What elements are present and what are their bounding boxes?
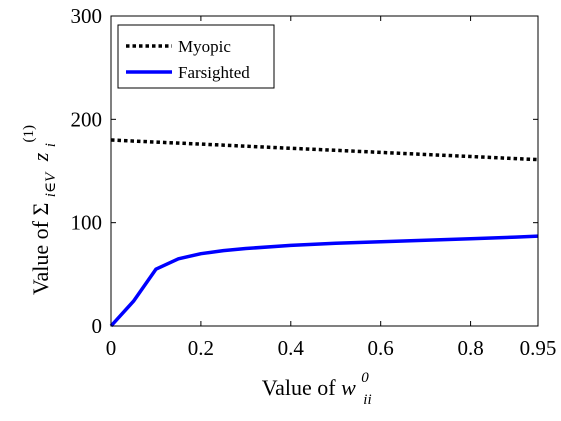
series-line-myopic [110, 138, 539, 162]
legend-label-farsighted: Farsighted [178, 63, 250, 82]
x-axis-label-sup: 0 [361, 370, 369, 386]
x-tick-label: 0.2 [188, 336, 214, 360]
y-axis-label: Value of Σ i∈V z i (1) [21, 125, 60, 295]
x-tick-label: 0 [106, 336, 117, 360]
legend-label-myopic: Myopic [178, 37, 231, 56]
y-axis-label-sup: (1) [21, 125, 37, 143]
y-axis-label-sigma-sub: i∈V [43, 171, 59, 197]
y-tick-label: 0 [92, 314, 103, 338]
y-axis-label-sigma: Σ [28, 203, 53, 216]
series-line-farsighted [109, 234, 539, 328]
x-tick-label: 0.4 [278, 336, 305, 360]
y-tick-label: 300 [71, 4, 103, 28]
y-axis: 0 100 200 300 [71, 4, 538, 338]
plot-area [109, 138, 539, 328]
x-axis-label-prefix: Value of [262, 375, 341, 400]
y-axis-label-prefix: Value of [28, 216, 53, 295]
y-tick-label: 200 [71, 107, 103, 131]
x-tick-label: 0.8 [457, 336, 483, 360]
x-axis-label-var: w [341, 375, 356, 400]
y-axis-label-var: z [28, 152, 53, 162]
x-axis-label-sub: ii [363, 392, 371, 408]
x-axis: 0 0.2 0.4 0.6 0.8 0.95 [106, 16, 557, 360]
x-tick-label: 0.95 [520, 336, 557, 360]
axes-frame [110, 15, 539, 327]
x-axis-label: Value of w 0 ii [262, 362, 375, 408]
x-tick-label: 0.6 [368, 336, 394, 360]
legend-box [117, 24, 275, 89]
y-axis-label-sub: i [43, 143, 59, 147]
y-tick-label: 100 [71, 211, 103, 235]
legend: Myopic Farsighted [117, 24, 275, 89]
